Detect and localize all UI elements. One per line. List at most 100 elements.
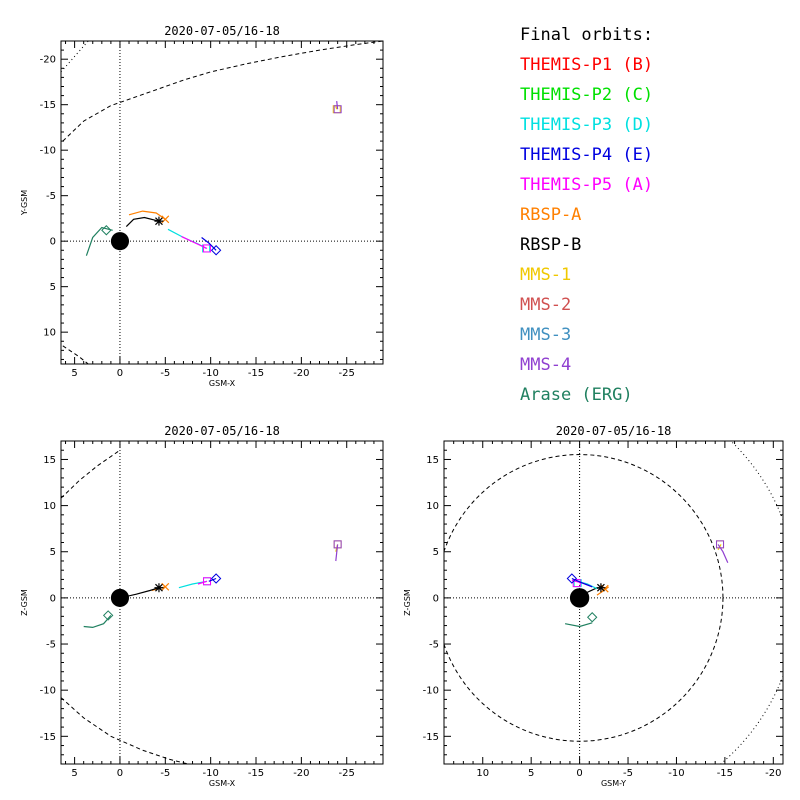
y-tick-label: -5 bbox=[46, 191, 56, 202]
x-axis-label: GSM-X bbox=[209, 779, 236, 788]
y-axis-label: Y-GSM bbox=[20, 190, 29, 216]
y-axis-label: Z-GSM bbox=[403, 589, 412, 616]
legend-item-arase-erg: Arase (ERG) bbox=[520, 385, 633, 405]
y-tick-label: -10 bbox=[423, 686, 439, 697]
legend-item-themis-p5-a: THEMIS-P5 (A) bbox=[520, 175, 653, 195]
y-tick-label: 10 bbox=[43, 501, 56, 512]
orbit-themis-p4-e bbox=[208, 573, 222, 584]
panel-yz: 2020-07-05/16-18 10 5 0 -5 -10 -15 -20 -15 -10 -5 0… bbox=[403, 424, 784, 788]
y-tick-label: -5 bbox=[46, 640, 56, 651]
orbit-mms-4 bbox=[333, 101, 342, 114]
y-tick-label: 0 bbox=[50, 237, 56, 248]
y-tick-label: 10 bbox=[43, 328, 56, 339]
panel-title-xz: 2020-07-05/16-18 bbox=[164, 424, 280, 438]
y-tick-label: -20 bbox=[40, 55, 56, 66]
x-tick-label: -10 bbox=[202, 368, 218, 379]
x-tick-label: -25 bbox=[339, 768, 355, 779]
x-tick-label: 5 bbox=[528, 768, 534, 779]
orbit-marker-rbsp-b bbox=[596, 583, 606, 593]
y-tick-label: 5 bbox=[433, 547, 439, 558]
earth-marker bbox=[110, 588, 130, 607]
x-tick-label: -15 bbox=[248, 768, 264, 779]
orbit-mms-4 bbox=[716, 540, 729, 564]
earth-marker bbox=[569, 588, 590, 608]
plot-area-xz bbox=[61, 441, 383, 764]
y-tick-label: -15 bbox=[423, 732, 439, 743]
legend-item-rbsp-b: RBSP-B bbox=[520, 235, 581, 255]
x-tick-label: 10 bbox=[476, 768, 489, 779]
orbit-track-arase-erg bbox=[564, 622, 593, 628]
x-tick-label: -20 bbox=[293, 368, 309, 379]
orbit-marker-arase-erg bbox=[101, 225, 112, 236]
x-tick-label: -15 bbox=[248, 368, 264, 379]
magnetopause-curve bbox=[61, 449, 121, 499]
orbit-marker-themis-p4-e bbox=[566, 573, 578, 584]
orbit-track-mms-4 bbox=[335, 544, 339, 562]
orbit-themis-p4-e bbox=[201, 237, 222, 256]
y-tick-label: -5 bbox=[429, 640, 439, 651]
orbit-track-themis-p5-a bbox=[197, 580, 208, 585]
orbit-marker-rbsp-b bbox=[154, 216, 164, 226]
plot-area-xy bbox=[61, 41, 383, 364]
bow-shock-curve bbox=[61, 41, 89, 73]
x-tick-label: -20 bbox=[765, 768, 781, 779]
panel-title-xy: 2020-07-05/16-18 bbox=[164, 24, 280, 38]
x-tick-label: 0 bbox=[117, 368, 123, 379]
y-tick-label: 0 bbox=[50, 593, 56, 604]
magnetopause-curve bbox=[62, 345, 89, 364]
orbit-themis-p4-e bbox=[566, 573, 593, 588]
orbit-marker-mms-4 bbox=[333, 540, 342, 549]
x-tick-label: 0 bbox=[117, 768, 123, 779]
legend-item-mms-4: MMS-4 bbox=[520, 355, 571, 375]
orbit-arase-erg bbox=[564, 612, 598, 628]
y-tick-label: -10 bbox=[40, 146, 56, 157]
x-tick-label: -10 bbox=[668, 768, 684, 779]
orbit-marker-themis-p4-e bbox=[210, 573, 222, 584]
y-tick-label: 0 bbox=[433, 593, 439, 604]
x-tick-label: 5 bbox=[71, 368, 77, 379]
orbit-marker-rbsp-a bbox=[161, 215, 170, 224]
plot-frame-xy bbox=[60, 40, 384, 365]
legend: Final orbits: THEMIS-P1 (B) THEMIS-P2 (C) T… bbox=[520, 25, 653, 405]
orbit-track-mms-4 bbox=[717, 544, 729, 564]
legend-item-rbsp-a: RBSP-A bbox=[520, 205, 581, 225]
y-tick-label: 15 bbox=[426, 455, 439, 466]
orbit-track-arase-erg bbox=[83, 615, 112, 629]
orbit-track-arase-erg bbox=[85, 226, 113, 256]
plot-frame-xz bbox=[60, 440, 384, 765]
orbit-marker-rbsp-b bbox=[154, 583, 164, 593]
orbit-arase-erg bbox=[83, 610, 114, 629]
plot-area-yz bbox=[444, 441, 783, 764]
legend-item-themis-p1-b: THEMIS-P1 (B) bbox=[520, 55, 653, 75]
x-tick-label: -25 bbox=[339, 368, 355, 379]
legend-item-mms-3: MMS-3 bbox=[520, 325, 571, 345]
y-tick-label: 5 bbox=[50, 547, 56, 558]
legend-title: Final orbits: bbox=[520, 25, 653, 45]
x-axis-label: GSM-Y bbox=[601, 779, 626, 788]
y-tick-label: -15 bbox=[40, 732, 56, 743]
orbit-track-mms-1 bbox=[335, 106, 338, 110]
orbit-themis-p3-d bbox=[178, 577, 212, 589]
orbit-track-rbsp-a bbox=[128, 210, 166, 220]
x-tick-label: -5 bbox=[623, 768, 633, 779]
magnetopause-curve bbox=[61, 697, 189, 764]
legend-item-mms-2: MMS-2 bbox=[520, 295, 571, 315]
orbit-track-mms-4 bbox=[336, 101, 339, 110]
earth-marker bbox=[110, 232, 130, 251]
magnetopause-curve bbox=[62, 41, 383, 142]
orbit-marker-themis-p5-a bbox=[203, 244, 212, 253]
x-tick-label: -15 bbox=[717, 768, 733, 779]
y-tick-label: 5 bbox=[50, 282, 56, 293]
orbit-rbsp-b bbox=[587, 583, 606, 593]
orbit-marker-mms-4 bbox=[716, 540, 725, 549]
orbit-mms-1 bbox=[716, 540, 725, 551]
orbit-marker-themis-p4-e bbox=[210, 245, 222, 256]
legend-item-themis-p4-e: THEMIS-P4 (E) bbox=[520, 145, 653, 165]
legend-item-themis-p3-d: THEMIS-P3 (D) bbox=[520, 115, 653, 135]
x-tick-label: 5 bbox=[71, 768, 77, 779]
y-tick-label: 10 bbox=[426, 501, 439, 512]
legend-item-mms-1: MMS-1 bbox=[520, 265, 571, 285]
y-tick-label: 15 bbox=[43, 455, 56, 466]
orbit-marker-arase-erg bbox=[586, 612, 598, 623]
